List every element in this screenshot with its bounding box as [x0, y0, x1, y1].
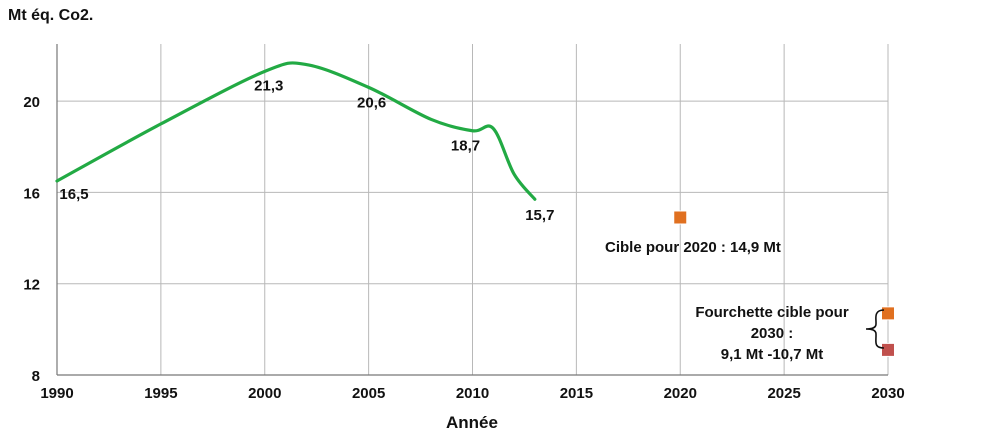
gridlines	[57, 44, 889, 375]
data-label: 15,7	[525, 207, 554, 224]
x-tick-label: 2020	[664, 385, 697, 402]
x-tick-label: 2005	[352, 385, 385, 402]
x-tick-label: 2000	[248, 385, 281, 402]
range-2030-annotation-line3: 9,1 Mt -10,7 Mt	[721, 346, 824, 363]
y-tick-label: 20	[23, 94, 40, 111]
series-group	[55, 61, 537, 201]
y-axis-title: Mt éq. Co2.	[8, 7, 94, 24]
x-axis-title: Année	[446, 413, 498, 432]
x-tick-label: 2025	[767, 385, 800, 402]
x-tick-label: 1995	[144, 385, 177, 402]
target-2020-annotation: Cible pour 2020 : 14,9 Mt	[605, 239, 781, 256]
tick-labels: 1990 1995 2000 2005 2010 2015 2020 2025 2030 8 12 1…	[23, 94, 904, 402]
annotations: Cible pour 2020 : 14,9 Mt Fourchette cib…	[605, 239, 885, 363]
x-tick-label: 2030	[871, 385, 904, 402]
x-tick-label: 1990	[40, 385, 73, 402]
data-label: 21,3	[254, 77, 283, 94]
target-markers	[673, 210, 895, 357]
data-label: 20,6	[357, 94, 386, 111]
x-tick-label: 2010	[456, 385, 489, 402]
y-tick-label: 12	[23, 277, 40, 294]
data-label: 18,7	[451, 138, 480, 155]
data-labels: 16,5 21,3 20,6 18,7 15,7	[59, 77, 554, 224]
x-tick-label: 2015	[560, 385, 593, 402]
range-2030-annotation-line2: 2030 :	[751, 325, 794, 342]
target-marker	[673, 210, 688, 225]
range-2030-annotation-line1: Fourchette cible pour	[695, 304, 849, 321]
emissions-series-line	[55, 61, 537, 201]
data-label: 16,5	[59, 186, 88, 203]
y-tick-label: 8	[32, 368, 40, 385]
target-marker	[881, 306, 895, 321]
target-marker	[881, 342, 895, 357]
axes	[56, 44, 888, 376]
range-2030-brace	[865, 309, 885, 349]
y-tick-label: 16	[23, 185, 40, 202]
